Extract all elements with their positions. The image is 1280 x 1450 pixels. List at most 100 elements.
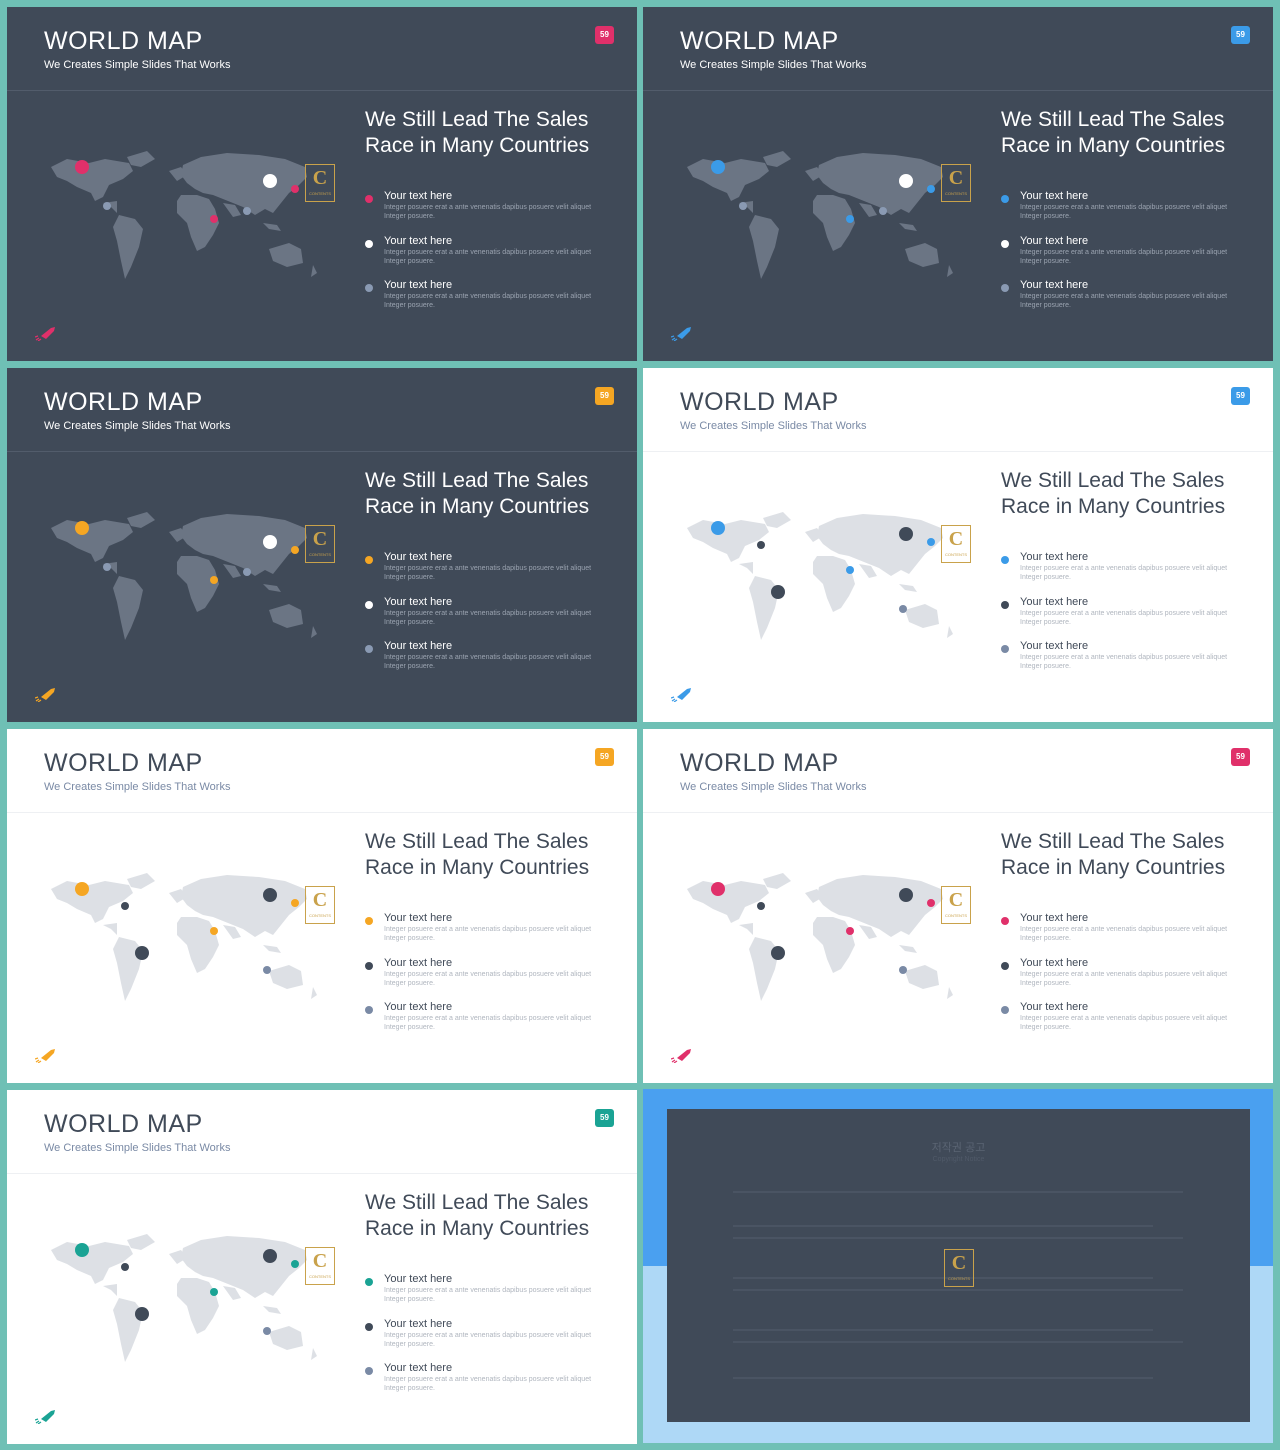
logo-text: CONTENTS	[309, 913, 331, 918]
item-text: Integer posuere erat a ante venenatis da…	[384, 293, 592, 309]
bullet-dot	[365, 1278, 373, 1286]
copyright-text-line	[733, 1237, 1183, 1239]
item-text: Integer posuere erat a ante venenatis da…	[384, 565, 592, 581]
bullet-dot	[1001, 645, 1009, 653]
bullet-dot	[1001, 284, 1009, 292]
continents	[51, 512, 317, 640]
copyright-subtitle: Copyright Notice	[932, 1156, 985, 1163]
logo-letter: C	[312, 889, 328, 911]
logo-text: CONTENTS	[309, 1274, 331, 1279]
map-marker-6	[135, 1307, 149, 1321]
item-title: Your text here	[384, 1001, 453, 1013]
slide-title: WORLD MAP	[680, 388, 839, 416]
header-divider	[7, 90, 637, 91]
map-marker-3	[291, 546, 299, 554]
item-text: Integer posuere erat a ante venenatis da…	[384, 1015, 592, 1031]
item-title: Your text here	[384, 1273, 453, 1285]
item-text: Integer posuere erat a ante venenatis da…	[1020, 1015, 1228, 1031]
header-divider	[7, 1173, 637, 1174]
map-marker-3	[291, 185, 299, 193]
slide-4: WORLD MAP We Creates Simple Slides That W…	[643, 368, 1273, 722]
rocket-icon	[35, 1410, 55, 1424]
slide-title: WORLD MAP	[680, 749, 839, 777]
item-title: Your text here	[384, 596, 453, 608]
map-marker-2	[121, 902, 129, 910]
logo-icon: C CONTENTS	[941, 164, 971, 202]
headline-line-1: We Still Lead The Sales	[365, 108, 589, 131]
map-marker-2	[899, 174, 913, 188]
header-divider	[7, 812, 637, 813]
item-title: Your text here	[1020, 235, 1089, 247]
map-marker-1	[75, 882, 89, 896]
page-number-badge: 59	[595, 1109, 614, 1127]
item-text: Integer posuere erat a ante venenatis da…	[1020, 565, 1228, 581]
map-marker-3	[927, 185, 935, 193]
headline: We Still Lead The Sales Race in Many Coun…	[1001, 829, 1241, 881]
slide-2: WORLD MAP We Creates Simple Slides That W…	[643, 7, 1273, 361]
rocket-icon	[35, 327, 55, 341]
world-map-svg	[687, 873, 953, 1001]
map-marker-2	[263, 174, 277, 188]
logo-text: CONTENTS	[948, 1276, 970, 1281]
map-marker-4	[846, 215, 854, 223]
continents	[51, 873, 317, 1001]
world-map-svg	[51, 873, 317, 1001]
logo-letter: C	[948, 528, 964, 550]
map-marker-1	[711, 160, 725, 174]
map-marker-6	[135, 946, 149, 960]
logo-text: CONTENTS	[945, 552, 967, 557]
bullet-dot	[365, 1323, 373, 1331]
slide-subtitle: We Creates Simple Slides That Works	[680, 781, 867, 793]
map-marker-5	[210, 927, 218, 935]
page-number-badge: 59	[595, 748, 614, 766]
page-number-badge: 59	[1231, 387, 1250, 405]
copyright-text-line	[733, 1329, 1153, 1331]
item-text: Integer posuere erat a ante venenatis da…	[384, 654, 592, 670]
copyright-text-line	[733, 1191, 1183, 1193]
item-text: Integer posuere erat a ante venenatis da…	[1020, 249, 1228, 265]
bullet-dot	[1001, 962, 1009, 970]
slide-subtitle: We Creates Simple Slides That Works	[44, 1142, 231, 1154]
bullet-dot	[365, 1006, 373, 1014]
slide-title: WORLD MAP	[44, 749, 203, 777]
continents	[51, 151, 317, 279]
bullet-dot	[365, 195, 373, 203]
bullet-dot	[1001, 556, 1009, 564]
map-marker-4	[210, 576, 218, 584]
slide-6: WORLD MAP We Creates Simple Slides That W…	[643, 729, 1273, 1083]
world-map-svg	[51, 1234, 317, 1362]
world-map-svg	[687, 151, 953, 279]
headline: We Still Lead The Sales Race in Many Coun…	[365, 829, 605, 881]
map-marker-6	[243, 207, 251, 215]
bullet-dot	[365, 1367, 373, 1375]
item-title: Your text here	[384, 912, 453, 924]
world-map-svg	[51, 151, 317, 279]
slide-subtitle: We Creates Simple Slides That Works	[44, 781, 231, 793]
logo-icon: C CONTENTS	[305, 1247, 335, 1285]
item-title: Your text here	[384, 1318, 453, 1330]
item-text: Integer posuere erat a ante venenatis da…	[1020, 654, 1228, 670]
bullet-dot	[1001, 240, 1009, 248]
page-number-badge: 59	[1231, 748, 1250, 766]
item-title: Your text here	[1020, 912, 1089, 924]
item-text: Integer posuere erat a ante venenatis da…	[384, 1376, 592, 1392]
continents	[687, 873, 953, 1001]
item-text: Integer posuere erat a ante venenatis da…	[384, 1332, 592, 1348]
headline-line-1: We Still Lead The Sales	[365, 469, 589, 492]
slide-title: WORLD MAP	[44, 27, 203, 55]
item-title: Your text here	[384, 279, 453, 291]
headline: We Still Lead The Sales Race in Many Coun…	[1001, 468, 1241, 520]
item-text: Integer posuere erat a ante venenatis da…	[384, 610, 592, 626]
logo-text: CONTENTS	[945, 191, 967, 196]
headline-line-2: Race in Many Countries	[1001, 856, 1226, 879]
map-marker-1	[711, 882, 725, 896]
bullet-dot	[365, 556, 373, 564]
item-title: Your text here	[384, 1362, 453, 1374]
item-title: Your text here	[1020, 190, 1089, 202]
item-text: Integer posuere erat a ante venenatis da…	[384, 1287, 592, 1303]
slide-5: WORLD MAP We Creates Simple Slides That W…	[7, 729, 637, 1083]
map-marker-2	[263, 535, 277, 549]
rocket-icon	[671, 327, 691, 341]
world-map-svg	[51, 512, 317, 640]
bullet-dot	[365, 601, 373, 609]
